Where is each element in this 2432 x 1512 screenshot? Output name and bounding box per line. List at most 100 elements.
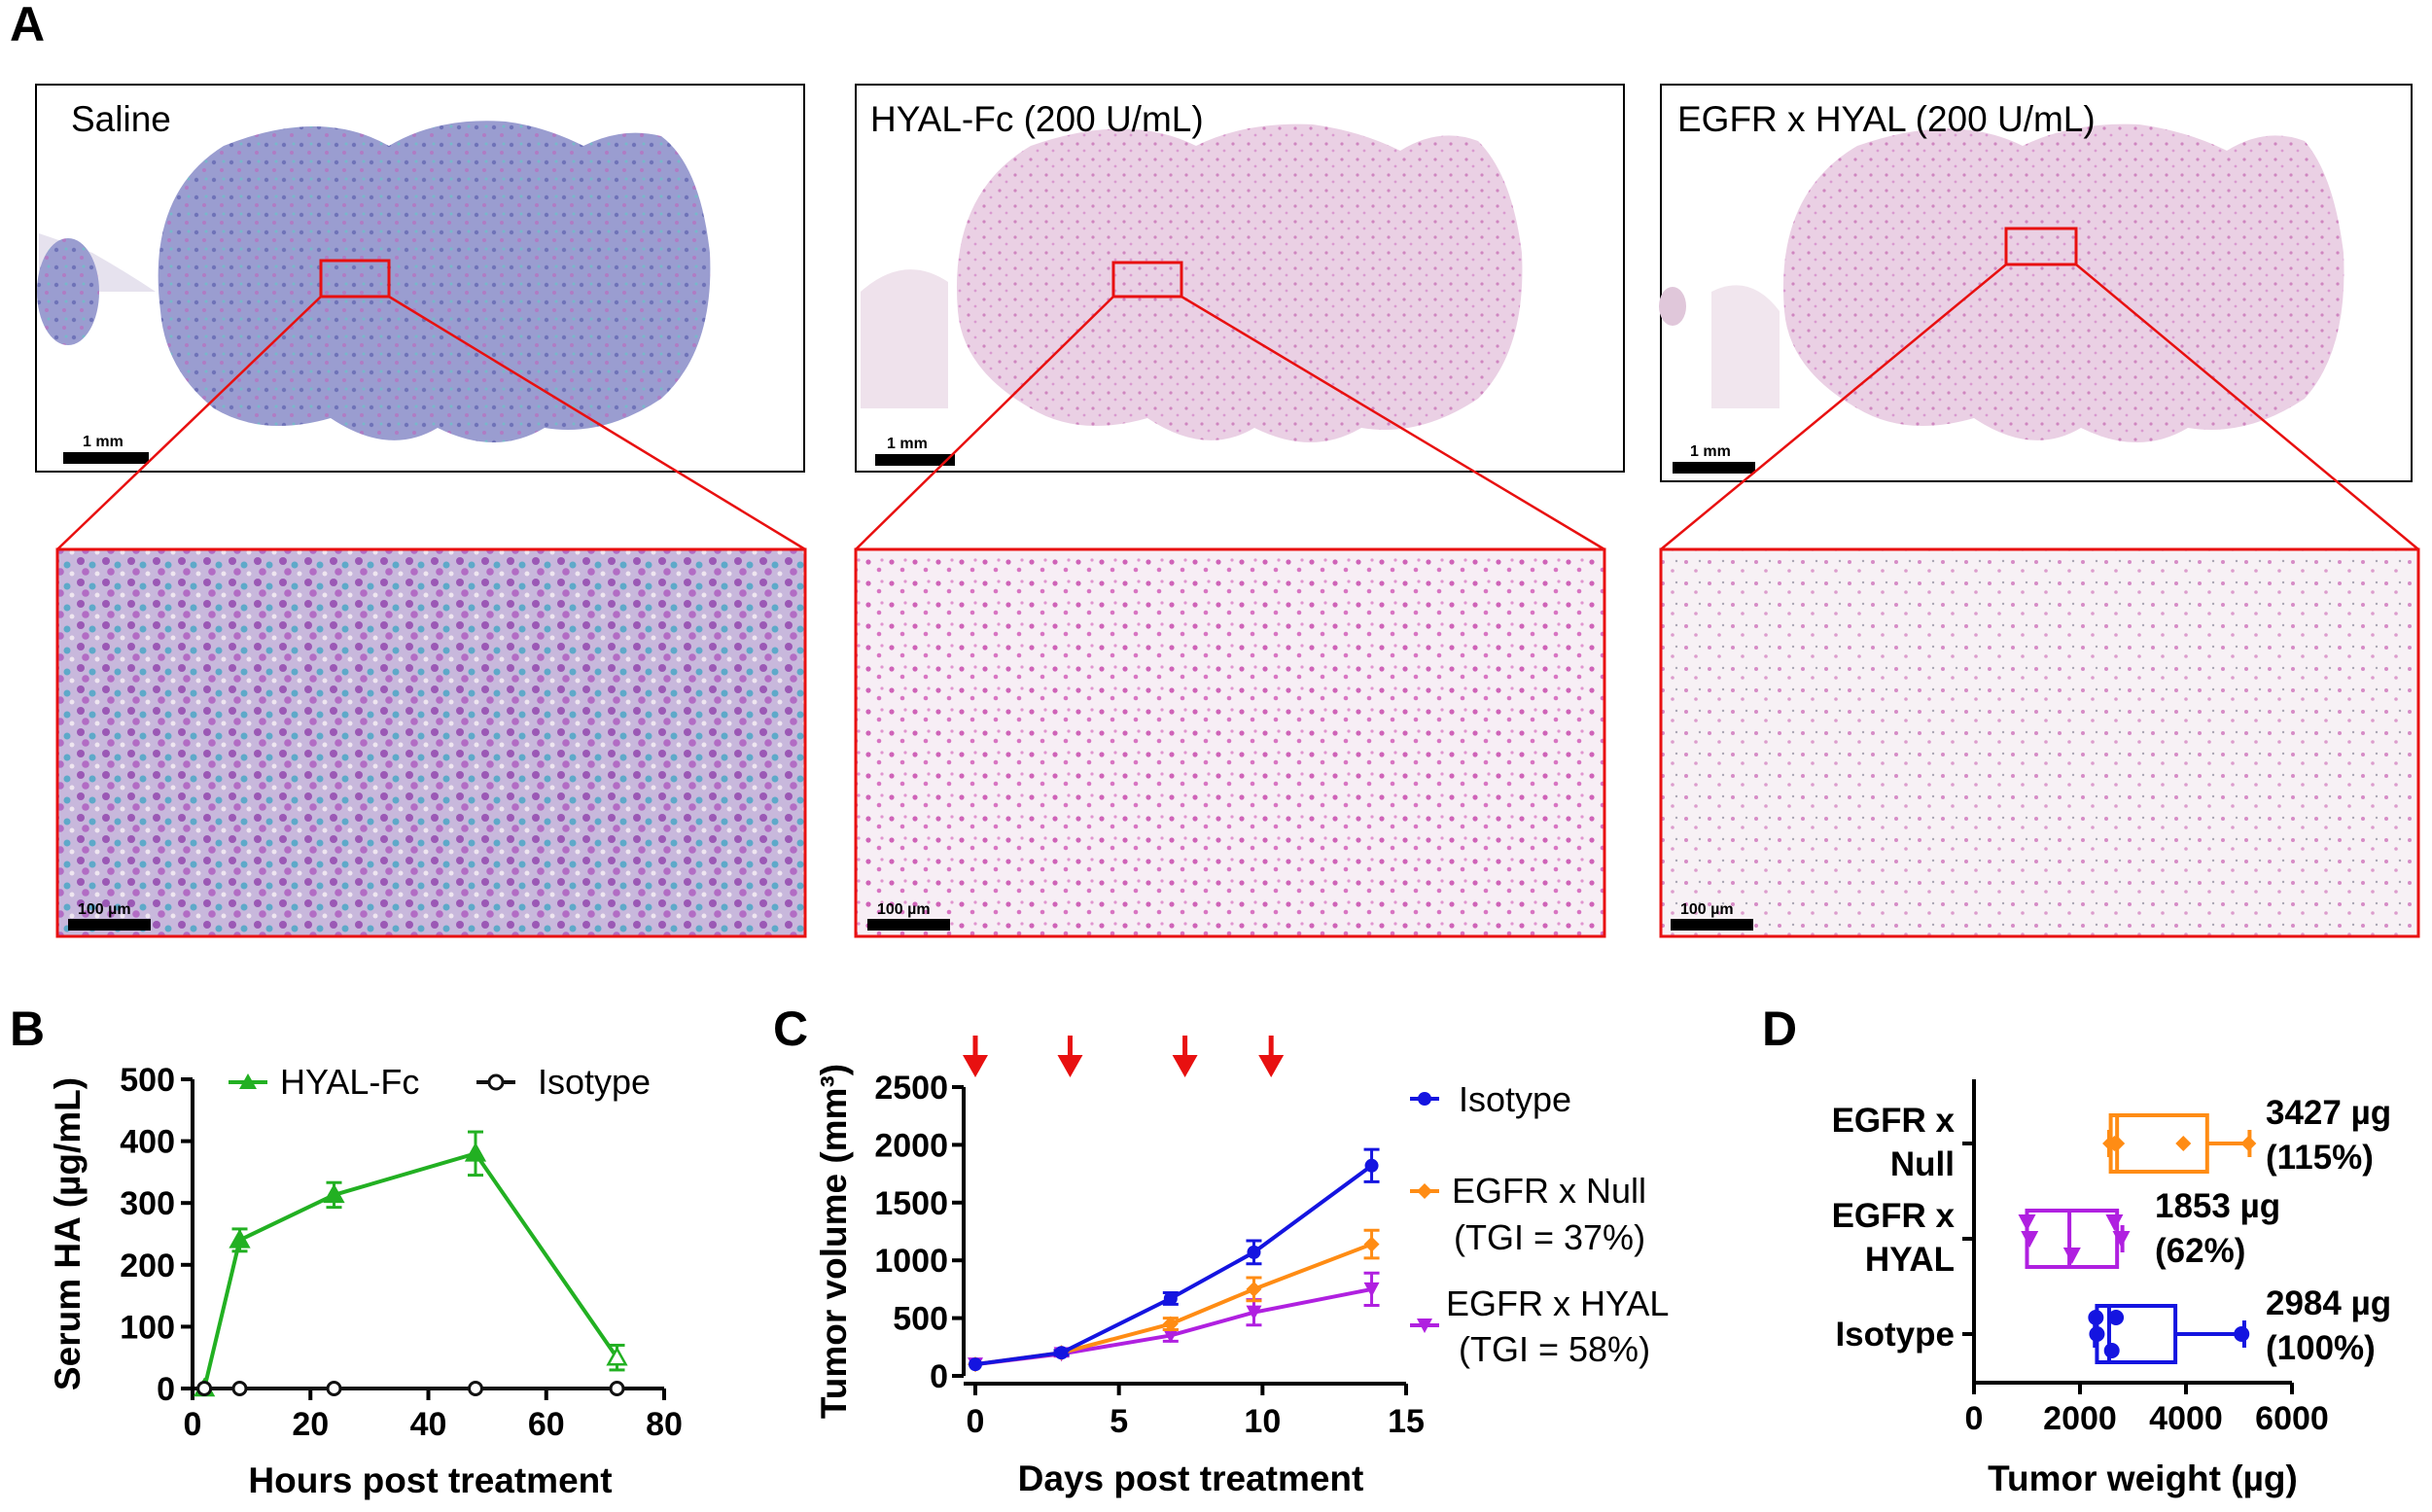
legend-label-hyal-fc: HYAL-Fc	[280, 1062, 419, 1102]
zoom-connectors	[56, 264, 2419, 551]
y-tick-label: 500	[893, 1301, 948, 1338]
x-tick-label: 2000	[2043, 1400, 2117, 1437]
data-point-isotype	[1163, 1291, 1178, 1306]
group-annotation-value: 1853 µg	[2155, 1187, 2280, 1225]
panel-a-label: A	[10, 0, 45, 52]
y-tick-label: 500	[120, 1062, 175, 1099]
data-point	[2234, 1326, 2250, 1342]
y-tick-label: 200	[120, 1248, 175, 1284]
x-tick-label: 15	[1388, 1403, 1425, 1440]
panel-d-label: D	[1762, 1002, 1797, 1056]
data-point-isotype	[231, 1381, 248, 1396]
saline-title: Saline	[71, 99, 171, 139]
x-tick-label: 80	[646, 1406, 683, 1443]
x-axis-label: Tumor weight (µg)	[1988, 1459, 2298, 1498]
dose-arrow-icon	[1057, 1055, 1083, 1077]
category-label: HYAL	[1865, 1241, 1955, 1279]
category-label: EGFR x	[1832, 1197, 1956, 1235]
x-tick-label: 0	[967, 1403, 985, 1440]
dose-arrow-icon	[1172, 1055, 1198, 1077]
x-tick-label: 4000	[2149, 1400, 2223, 1437]
y-tick-label: 2500	[874, 1070, 948, 1107]
scale-bar-icon	[1671, 919, 1753, 931]
category-label: EGFR x	[1832, 1102, 1956, 1140]
data-point	[2103, 1343, 2120, 1358]
data-point	[2175, 1136, 2192, 1151]
y-tick-label: 1500	[874, 1185, 948, 1222]
data-point-hyal-fc	[606, 1346, 628, 1366]
data-point-isotype	[1054, 1346, 1069, 1360]
data-point-egfr-null	[1162, 1316, 1179, 1332]
panel-c-label: C	[773, 1002, 808, 1056]
y-tick-label: 400	[120, 1124, 175, 1161]
egfr-hyal-zoom: 100 µm	[1659, 547, 2420, 938]
legend-label-egfr-null: EGFR x Null	[1452, 1171, 1646, 1211]
group-annotation-percent: (115%)	[2266, 1139, 2374, 1177]
y-tick-label: 2000	[874, 1127, 948, 1164]
y-tick-label: 1000	[874, 1243, 948, 1280]
legend-label-isotype: Isotype	[1459, 1079, 1571, 1119]
y-tick-label: 100	[120, 1309, 175, 1346]
data-point-egfr-null	[1363, 1236, 1380, 1252]
legend-marker-icon	[1417, 1183, 1432, 1199]
y-axis-label: Tumor volume (mm³)	[814, 1064, 854, 1419]
scale-bar-icon	[867, 919, 950, 931]
egfr-hyal-zoom-scale-label: 100 µm	[1680, 901, 1734, 918]
data-point-isotype	[1364, 1158, 1379, 1173]
y-tick-label: 300	[120, 1185, 175, 1222]
egfr-hyal-roi-box	[2004, 227, 2078, 266]
hyal-zoom: 100 µm	[854, 547, 1606, 938]
x-tick-label: 5	[1110, 1403, 1128, 1440]
data-point	[2105, 1214, 2124, 1231]
saline-zoom: 100 µm	[55, 547, 807, 938]
egfr-hyal-overview: EGFR x HYAL (200 U/mL) 1 mm	[1659, 84, 2413, 482]
data-point	[2021, 1231, 2039, 1248]
panel-b-label: B	[10, 1002, 45, 1056]
box-iqr	[2108, 1113, 2209, 1174]
data-point-isotype	[196, 1381, 213, 1396]
category-label: Null	[1890, 1145, 1955, 1183]
hyal-overview: HYAL-Fc (200 U/mL) 1 mm	[855, 84, 1625, 473]
group-annotation-percent: (100%)	[2266, 1329, 2376, 1367]
data-point-isotype	[468, 1381, 483, 1396]
x-tick-label: 0	[184, 1406, 202, 1443]
data-point-isotype	[326, 1381, 342, 1396]
hyal-zoom-scale-label: 100 µm	[877, 901, 931, 918]
hyal-scale-label: 1 mm	[887, 436, 928, 452]
hyal-title: HYAL-Fc (200 U/mL)	[870, 99, 1204, 139]
data-point	[2088, 1310, 2104, 1325]
saline-zoom-scale-label: 100 µm	[78, 901, 131, 918]
data-point	[2089, 1326, 2105, 1342]
data-point	[2018, 1214, 2036, 1231]
y-tick-label: 0	[930, 1358, 948, 1395]
saline-scale-label: 1 mm	[83, 434, 123, 450]
legend-label-egfr-hyal: EGFR x HYAL	[1446, 1283, 1669, 1323]
data-point	[2240, 1136, 2257, 1151]
dose-arrow-icon	[963, 1055, 988, 1077]
x-tick-label: 20	[292, 1406, 329, 1443]
data-point	[2109, 1136, 2126, 1151]
legend-marker-icon	[1417, 1319, 1432, 1333]
group-annotation-value: 2984 µg	[2266, 1284, 2391, 1322]
legend-marker-hyal-fc	[239, 1073, 257, 1089]
x-axis-label: Hours post treatment	[248, 1460, 612, 1500]
data-point-hyal-fc	[323, 1183, 345, 1204]
data-point-isotype	[609, 1381, 625, 1396]
data-point-isotype	[969, 1357, 982, 1372]
legend-note-egfr-null: (TGI = 37%)	[1454, 1217, 1645, 1257]
category-label: Isotype	[1835, 1316, 1955, 1354]
hyal-roi-box	[1111, 261, 1183, 299]
legend-marker-isotype	[487, 1073, 505, 1091]
data-point-hyal-fc	[464, 1142, 487, 1162]
data-point-egfr-null	[1246, 1281, 1262, 1297]
data-point-hyal-fc	[229, 1228, 251, 1248]
data-point-egfr-hyal	[1363, 1282, 1380, 1297]
legend-marker-icon	[1418, 1092, 1431, 1106]
saline-roi-box	[319, 259, 391, 299]
group-annotation-percent: (62%)	[2155, 1232, 2245, 1270]
scale-bar-icon	[1673, 462, 1755, 474]
chart-c-tumor-volume: 0 500 1000 1500 2000 2500 0 5 10 15 Days post trea…	[814, 1036, 1669, 1498]
data-point	[2112, 1231, 2131, 1248]
legend-note-egfr-hyal: (TGI = 58%)	[1459, 1329, 1650, 1369]
